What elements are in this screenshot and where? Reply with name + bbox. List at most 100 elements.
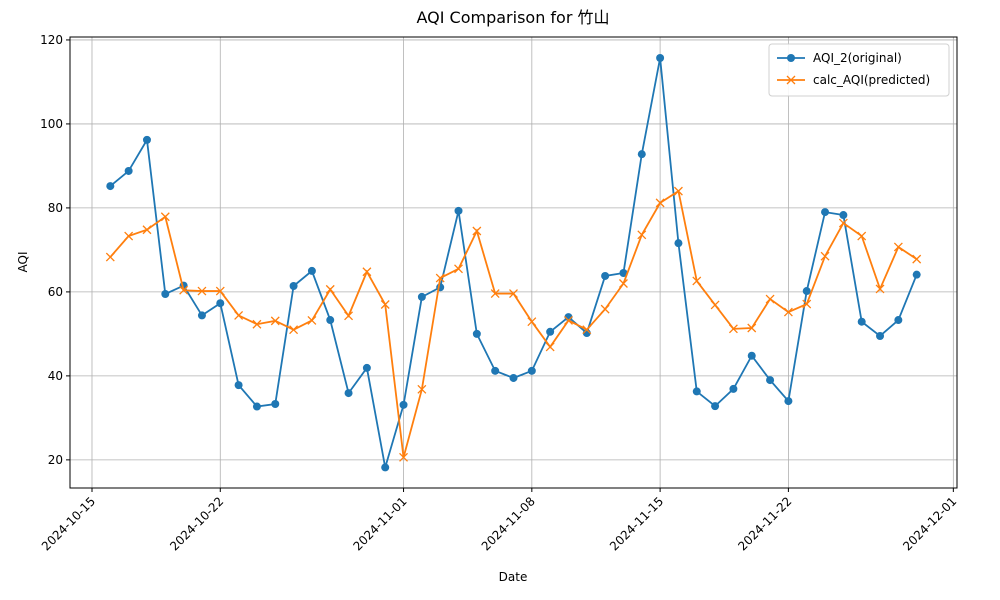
point	[802, 299, 812, 309]
y-tick-label: 120	[40, 33, 63, 47]
point	[876, 331, 885, 340]
x-axis-label: Date	[499, 570, 528, 584]
point	[289, 325, 299, 335]
point	[875, 284, 885, 294]
point	[417, 292, 426, 301]
point	[307, 315, 317, 325]
point	[802, 287, 811, 296]
point	[600, 304, 610, 314]
point	[820, 251, 830, 261]
point	[344, 389, 353, 398]
point	[454, 206, 463, 215]
plot-frame	[69, 36, 958, 489]
point	[747, 323, 757, 333]
y-tick-label: 60	[48, 285, 63, 299]
point	[582, 325, 592, 335]
y-tick-label: 20	[48, 453, 63, 467]
point	[252, 402, 261, 411]
point	[821, 208, 830, 217]
point	[325, 284, 335, 294]
point	[252, 319, 262, 329]
point	[160, 212, 170, 222]
point	[601, 271, 610, 280]
point	[215, 286, 225, 296]
point	[857, 317, 866, 326]
point	[271, 400, 280, 409]
point	[472, 329, 481, 338]
y-tick-label: 100	[40, 117, 63, 131]
point	[912, 254, 922, 264]
point	[124, 166, 133, 175]
point	[380, 300, 390, 309]
point	[234, 381, 243, 390]
point	[711, 402, 720, 411]
legend-marker	[786, 75, 796, 85]
point	[399, 452, 409, 462]
point	[509, 373, 518, 382]
point	[454, 264, 463, 274]
point	[545, 342, 555, 352]
point	[710, 300, 720, 310]
point	[399, 400, 408, 409]
point	[326, 316, 335, 325]
point	[784, 397, 793, 406]
point	[362, 267, 372, 277]
point	[857, 231, 867, 241]
point	[838, 218, 848, 228]
legend-label: AQI_2(original)	[813, 51, 902, 65]
point	[912, 270, 921, 279]
point	[839, 211, 848, 220]
point	[179, 285, 189, 295]
y-tick-label: 80	[48, 201, 63, 215]
point	[491, 366, 500, 375]
point	[618, 279, 628, 288]
point	[490, 289, 500, 299]
point	[692, 276, 702, 286]
point	[234, 310, 244, 320]
point	[527, 366, 536, 375]
point	[655, 198, 665, 208]
point	[893, 242, 903, 252]
point	[161, 289, 170, 298]
point	[472, 226, 482, 236]
point	[729, 384, 738, 393]
point	[142, 225, 152, 235]
point	[894, 316, 903, 325]
point	[765, 294, 775, 304]
point	[546, 327, 555, 336]
point	[289, 282, 298, 291]
point	[766, 376, 775, 385]
y-tick-label: 40	[48, 369, 63, 383]
point	[673, 186, 683, 196]
point	[637, 150, 646, 159]
point	[142, 135, 151, 144]
point	[417, 384, 427, 394]
point	[381, 463, 390, 472]
y-axis-label: AQI	[16, 252, 30, 273]
point	[216, 299, 225, 308]
legend-marker	[787, 54, 795, 62]
point	[692, 387, 701, 396]
point	[527, 317, 537, 327]
point	[509, 289, 518, 299]
point	[270, 316, 280, 326]
point	[435, 273, 445, 283]
point	[783, 307, 793, 317]
point	[728, 324, 738, 334]
point	[197, 286, 207, 296]
point	[307, 266, 316, 275]
chart-title: AQI Comparison for 竹山	[416, 8, 609, 27]
legend-label: calc_AQI(predicted)	[813, 73, 930, 87]
legend: AQI_2(original) calc_AQI(predicted)	[768, 43, 950, 97]
point	[344, 311, 354, 321]
point	[106, 182, 115, 191]
point	[656, 53, 665, 62]
legend-box	[768, 43, 950, 97]
point	[362, 363, 371, 372]
point	[124, 231, 134, 241]
point	[637, 230, 647, 240]
point	[197, 311, 206, 320]
point	[747, 351, 756, 360]
